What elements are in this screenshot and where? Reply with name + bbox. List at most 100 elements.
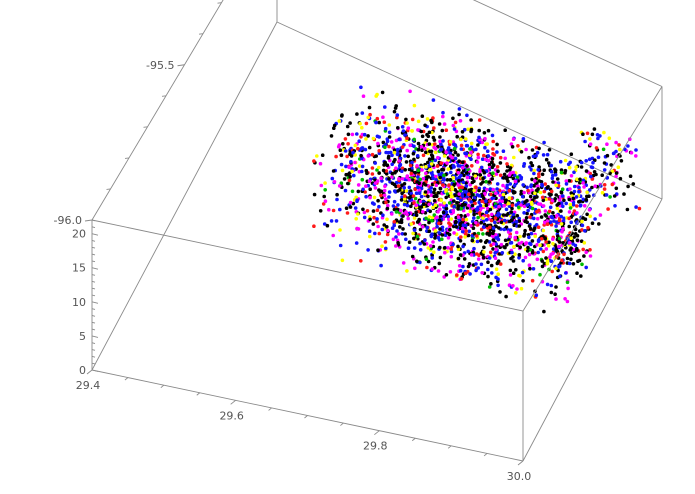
data-point xyxy=(407,185,412,190)
data-point xyxy=(585,190,589,195)
data-point xyxy=(368,187,373,191)
data-point xyxy=(401,227,405,231)
data-point xyxy=(338,207,342,212)
data-point xyxy=(593,184,597,188)
data-point xyxy=(400,166,405,171)
data-point xyxy=(349,154,354,158)
data-point xyxy=(385,217,389,222)
data-point xyxy=(530,202,534,206)
data-point xyxy=(425,225,430,230)
data-point xyxy=(428,209,433,214)
data-point xyxy=(334,219,339,223)
data-point xyxy=(427,202,431,207)
data-point xyxy=(542,168,546,172)
data-point xyxy=(430,218,434,223)
data-point xyxy=(401,261,406,265)
data-point xyxy=(346,142,350,146)
data-point xyxy=(400,177,405,181)
data-point xyxy=(397,177,401,181)
data-point xyxy=(345,211,350,215)
data-point xyxy=(400,169,404,173)
data-point xyxy=(456,183,461,187)
z-axis-tick xyxy=(91,335,99,338)
data-point xyxy=(634,148,638,152)
data-point xyxy=(438,214,443,219)
data-point xyxy=(488,187,493,191)
x-axis-tick xyxy=(411,437,416,442)
data-point xyxy=(567,261,572,266)
data-point xyxy=(549,214,554,219)
data-point xyxy=(354,195,359,200)
z-axis-tick xyxy=(91,362,96,365)
data-point xyxy=(407,177,412,182)
data-point xyxy=(555,229,560,234)
x-axis-tick xyxy=(160,384,165,389)
data-point xyxy=(508,234,512,239)
data-point xyxy=(349,159,353,164)
data-point xyxy=(375,208,380,212)
data-point xyxy=(555,206,560,211)
data-point xyxy=(550,269,554,274)
data-point xyxy=(522,164,526,168)
y-axis-tick xyxy=(143,126,148,128)
data-point xyxy=(402,202,407,207)
data-point xyxy=(320,153,325,157)
data-point xyxy=(637,206,642,211)
data-point xyxy=(523,255,528,260)
data-point xyxy=(431,240,435,244)
data-point xyxy=(367,105,372,110)
data-point xyxy=(424,150,428,155)
data-point xyxy=(513,179,518,184)
data-point xyxy=(418,248,423,252)
data-point xyxy=(525,185,529,190)
data-point xyxy=(614,186,619,191)
y-axis-tick xyxy=(124,157,130,159)
data-point xyxy=(361,207,365,212)
data-point xyxy=(336,144,341,149)
data-point xyxy=(359,85,363,90)
data-point xyxy=(504,213,509,217)
data-point xyxy=(376,141,380,146)
data-point xyxy=(424,171,428,176)
data-point xyxy=(370,166,375,170)
data-point xyxy=(393,189,397,193)
data-point xyxy=(517,253,522,257)
data-point xyxy=(497,204,501,209)
data-point xyxy=(420,148,424,152)
data-point xyxy=(425,175,429,179)
data-point xyxy=(458,253,463,257)
data-point xyxy=(481,225,486,229)
data-point xyxy=(392,207,397,212)
data-point xyxy=(535,257,540,262)
data-point xyxy=(429,162,434,166)
data-point xyxy=(563,171,567,175)
data-point xyxy=(582,241,587,245)
z-axis-tick xyxy=(91,315,96,317)
data-point xyxy=(357,164,362,168)
data-point xyxy=(474,262,478,266)
data-point xyxy=(493,216,498,220)
data-point xyxy=(451,123,456,128)
data-point xyxy=(433,174,438,179)
data-point xyxy=(544,256,548,260)
data-point xyxy=(371,136,376,141)
z-axis-tick xyxy=(91,274,96,276)
z-axis-tick xyxy=(91,253,96,256)
data-point xyxy=(439,198,444,203)
data-point xyxy=(385,232,390,237)
data-point xyxy=(565,256,570,261)
data-point xyxy=(361,187,365,192)
data-point xyxy=(322,194,327,199)
data-point xyxy=(412,228,417,232)
data-point xyxy=(441,183,445,187)
data-point xyxy=(498,161,503,165)
data-point xyxy=(541,228,546,233)
data-point xyxy=(476,266,481,270)
data-point xyxy=(508,166,513,170)
data-point xyxy=(383,105,387,109)
data-point xyxy=(511,271,516,276)
data-point xyxy=(523,228,527,233)
data-point xyxy=(469,253,474,257)
data-point xyxy=(456,247,461,251)
data-point xyxy=(451,242,455,247)
